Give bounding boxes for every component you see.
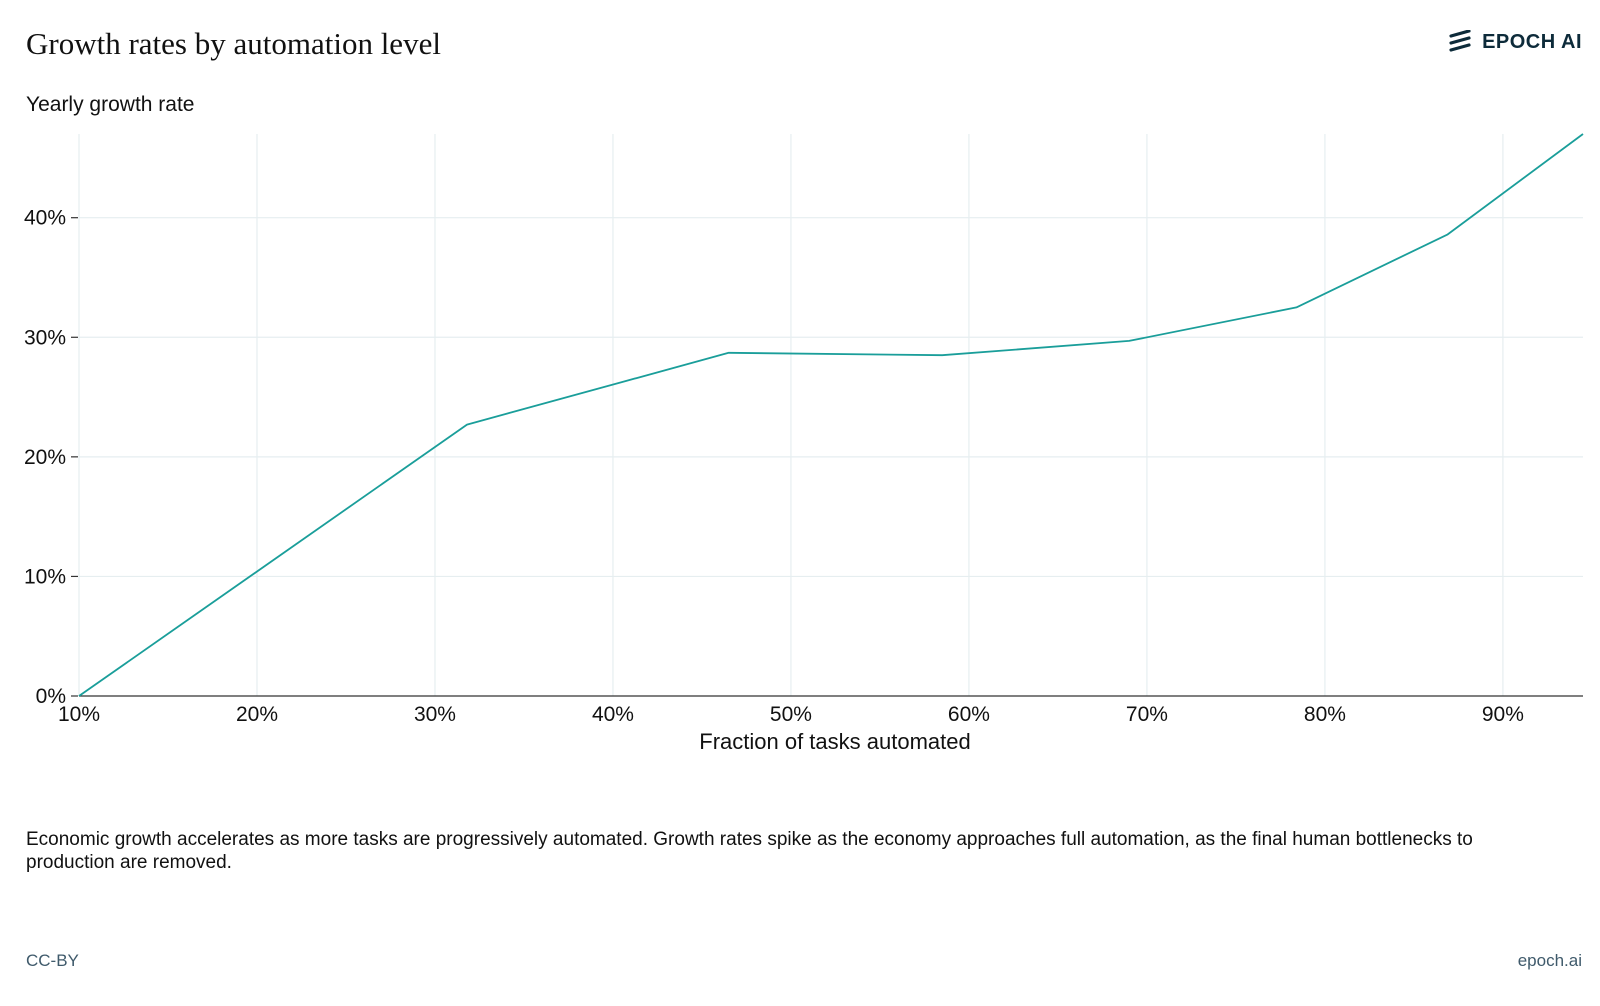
y-tick-label: 30% [24,326,66,349]
x-tick-label: 30% [414,703,456,726]
epoch-logo[interactable]: EPOCH AI [1448,30,1582,54]
chart-title: Growth rates by automation level [26,26,441,61]
site-link[interactable]: epoch.ai [1517,951,1582,970]
x-tick-label: 90% [1482,703,1524,726]
chart-caption: Economic growth accelerates as more task… [26,829,1473,873]
epoch-stripes-icon [1449,30,1471,52]
y-axis-title: Yearly growth rate [26,93,195,116]
line-chart: 0%10%20%30%40%10% 20% 30% 40% 50% 60% 70% 80% 90… [24,133,1584,754]
y-tick-label: 40% [24,207,66,230]
x-tick-label: 20% [236,703,278,726]
x-tick-label: 80% [1304,703,1346,726]
x-tick-label: 60% [948,703,990,726]
y-tick-label: 20% [24,446,66,469]
x-tick-label: 70% [1126,703,1168,726]
x-tick-label: 10% [58,703,100,726]
series-line [78,133,1584,697]
license-label[interactable]: CC-BY [26,951,79,970]
y-tick-label: 0% [36,685,66,708]
logo-text: EPOCH AI [1482,30,1582,53]
x-tick-label: 50% [770,703,812,726]
x-tick-label: 40% [592,703,634,726]
x-axis-title: Fraction of tasks automated [699,729,970,754]
y-tick-label: 10% [24,565,66,588]
